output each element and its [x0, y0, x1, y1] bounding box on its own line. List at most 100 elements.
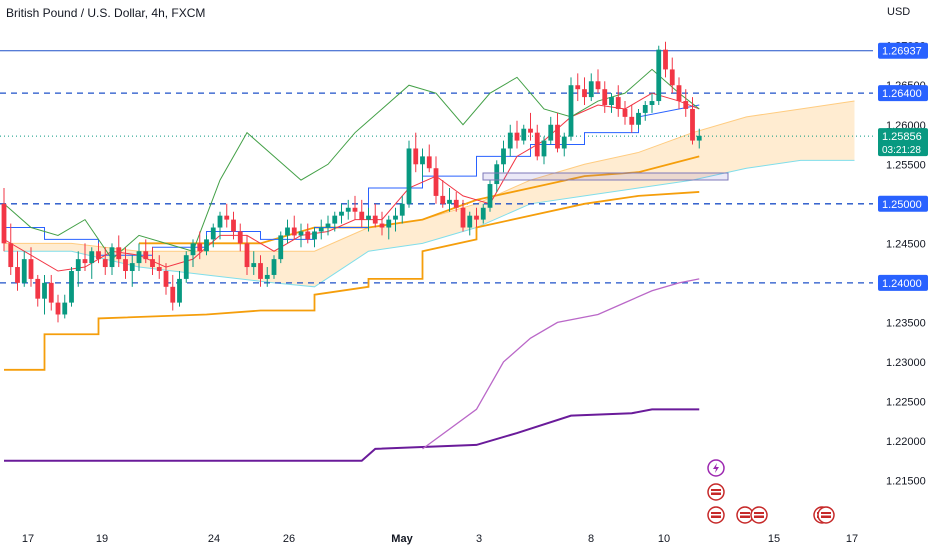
candle-body: [575, 85, 581, 90]
candle-body: [129, 263, 135, 271]
candle-body: [15, 267, 20, 283]
time-axis: 17 19 24 26 May 3 8 10 15 17: [0, 526, 873, 550]
horizontal-levels: [0, 50, 873, 284]
candle-body: [177, 278, 182, 303]
time-tick-label: 26: [283, 533, 295, 545]
candle-body: [163, 271, 169, 287]
candle-body: [386, 219, 392, 228]
candle-body: [413, 148, 419, 165]
candle-body: [507, 132, 513, 149]
candle-body: [629, 116, 635, 125]
time-tick-label: May: [391, 533, 413, 545]
candle-body: [231, 219, 236, 232]
price-tick-label: 1.23500: [886, 317, 926, 329]
time-axis-bg: [0, 526, 873, 550]
ichimoku-cloud: [4, 100, 855, 288]
candle-body: [453, 199, 459, 208]
candle-body: [568, 85, 574, 137]
candle-body: [352, 207, 358, 212]
candle-body: [561, 136, 567, 149]
candle-body: [224, 215, 230, 220]
price-axis: 1.21500 1.22000 1.22500 1.23000 1.23500 1.240…: [876, 0, 932, 550]
candle-body: [460, 207, 466, 228]
candle-body: [366, 215, 371, 220]
candle-body: [548, 124, 554, 141]
candle-body: [258, 263, 263, 279]
level-price-label: 1.25000: [882, 199, 922, 211]
candle-body: [494, 164, 500, 185]
flag-stripe: [821, 514, 831, 516]
candle-body: [379, 223, 385, 228]
zone-rectangle[interactable]: [482, 172, 729, 181]
candle-body: [35, 278, 41, 299]
drawing-rectangle: [482, 172, 729, 181]
candle-body: [541, 140, 547, 157]
candle-body: [534, 132, 540, 157]
candle-body: [636, 112, 641, 125]
violet-light-line: [422, 278, 700, 450]
price-tick-label: 1.22000: [886, 436, 926, 448]
currency-label: USD: [887, 6, 911, 18]
senkou-span-b: [4, 159, 855, 288]
level-price-tag: [878, 42, 928, 59]
candle-body: [595, 81, 601, 90]
candle-body: [474, 215, 479, 220]
level-price-tag: [878, 85, 928, 102]
candle-body: [48, 282, 54, 303]
candle-body: [244, 243, 250, 268]
candle-body: [278, 235, 284, 260]
candle-body: [440, 195, 446, 204]
time-tick-label: 15: [768, 533, 780, 545]
flag-stripe: [740, 514, 750, 516]
level-price-label: 1.26400: [882, 88, 922, 100]
candle-body: [676, 85, 682, 102]
countdown-label: 03:21:28: [882, 145, 921, 156]
price-tick-label: 1.23000: [886, 357, 926, 369]
candle-body: [318, 227, 324, 232]
candle-body: [602, 89, 608, 105]
event-markers: [707, 459, 835, 524]
candle-body: [528, 128, 533, 133]
kijun-line: [4, 104, 700, 256]
candle-body: [339, 211, 344, 216]
candle-body: [264, 274, 270, 279]
time-tick-label: 17: [846, 533, 858, 545]
candle-body: [42, 282, 47, 299]
orange-line: [4, 191, 700, 371]
candle-body: [271, 259, 277, 275]
candle-body: [420, 156, 425, 165]
candle-body: [312, 231, 317, 240]
candle-body: [426, 156, 432, 169]
candle-body: [210, 227, 216, 240]
candle-body: [285, 227, 290, 236]
candle-body: [642, 105, 648, 113]
violet-dark-line: [4, 408, 700, 462]
candle-body: [96, 251, 101, 260]
candle-body: [588, 81, 594, 98]
candle-body: [406, 148, 412, 204]
chart-title[interactable]: British Pound / U.S. Dollar, 4h, FXCM: [6, 6, 206, 20]
candle-body: [204, 239, 209, 252]
candle-body: [649, 101, 655, 105]
candle-body: [609, 97, 614, 105]
candle-body: [656, 49, 662, 102]
candle-body: [615, 97, 621, 109]
candle-body: [217, 215, 223, 228]
candle-body: [156, 267, 162, 271]
indicator-lines: [3, 68, 700, 462]
candle-body: [345, 207, 351, 212]
last-price-label: 1.25856: [882, 131, 922, 143]
senkou-span-a: [4, 100, 855, 252]
candle-body: [21, 259, 27, 283]
candle-body: [251, 263, 257, 268]
candle-body: [75, 259, 81, 271]
candle-body: [8, 243, 14, 268]
candle-body: [28, 259, 34, 279]
candle-body: [183, 255, 189, 279]
flag-stripe: [711, 491, 721, 493]
candle-body: [89, 251, 95, 264]
candle-body: [82, 259, 88, 264]
candle-body: [399, 203, 405, 216]
